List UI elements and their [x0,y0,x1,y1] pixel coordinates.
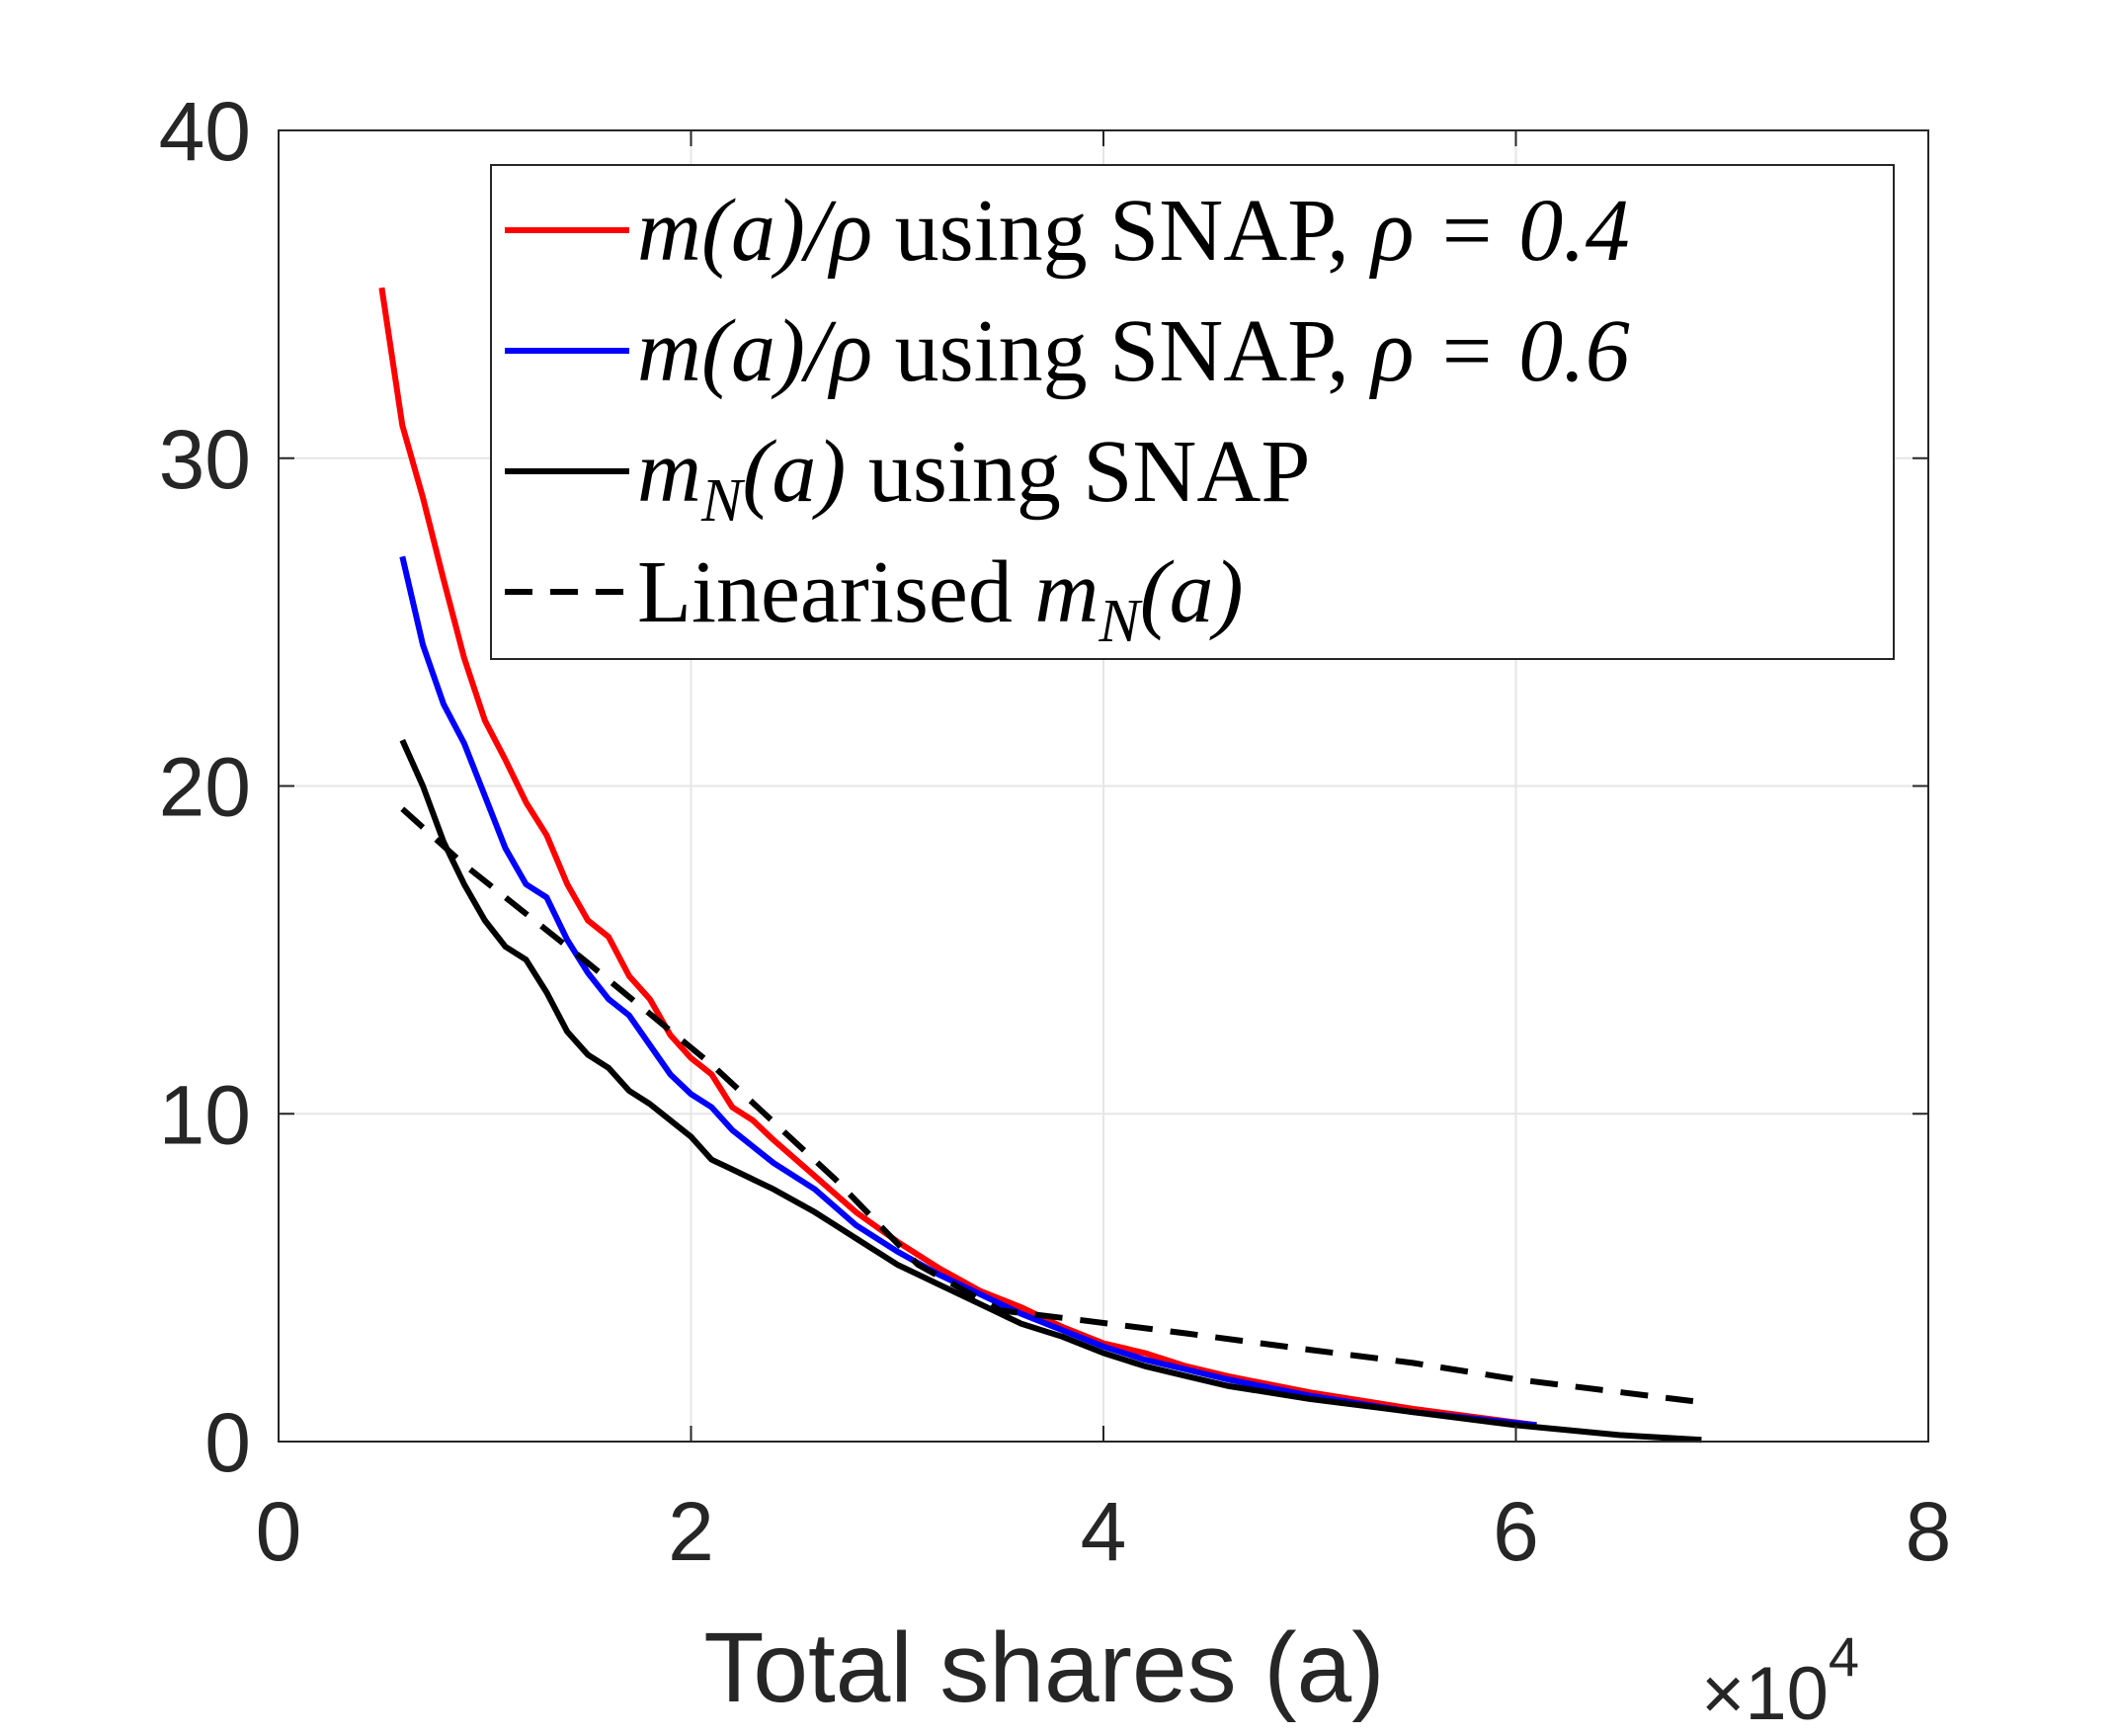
y-tick-label: 30 [159,413,251,506]
legend-label-4: Linearised mN(a) [637,543,1244,655]
legend-box [490,164,1895,660]
legend-label-part: ρ = 0.6 [1368,302,1629,400]
series-line-1 [378,287,1537,1429]
x-axis-title: Total shares (a) [703,1612,1384,1723]
legend-label-part: (a) [742,423,846,521]
axis-ticks [278,129,1929,1443]
legend-label-part: m [1034,543,1099,641]
x-tick-label: 4 [1081,1485,1127,1578]
legend-label-part: using SNAP, [872,182,1371,280]
series-line-2 [399,555,1537,1429]
x-axis-exponent-base: ×10 [1701,1652,1829,1736]
y-tick-label: 20 [159,741,251,834]
legend-label-part: m(a)/ρ [637,182,872,280]
legend-label-part: Linearised [637,543,1034,641]
x-axis-exponent: ×104 [1701,1625,1859,1736]
series-line-3 [399,738,1702,1444]
legend-label-part: m [637,423,701,521]
legend-label-part: using SNAP [846,423,1310,521]
y-tick-label: 40 [159,85,251,178]
legend-label-2: m(a)/ρ using SNAP, ρ = 0.6 [637,302,1630,400]
legend-label-part: m(a)/ρ [637,302,872,400]
legend-label-part: ρ = 0.4 [1368,182,1629,280]
x-tick-label: 2 [668,1485,714,1578]
plot-series [378,287,1702,1444]
legend-label-part: N [700,467,746,535]
legend: m(a)/ρ using SNAP, ρ = 0.4m(a)/ρ using S… [490,164,1895,660]
legend-label-part: N [1098,588,1143,655]
legend-label-3: mN(a) using SNAP [637,423,1310,535]
legend-label-part: (a) [1140,543,1244,641]
legend-label-1: m(a)/ρ using SNAP, ρ = 0.4 [637,182,1630,280]
series-line-4 [400,806,1702,1406]
y-tick-label: 10 [159,1068,251,1161]
x-tick-label: 0 [256,1485,302,1578]
x-tick-label: 6 [1493,1485,1539,1578]
x-axis-exponent-power: 4 [1829,1625,1859,1688]
x-tick-label: 8 [1906,1485,1952,1578]
axis-tick-labels: 0 2 4 6 8 0 10 20 30 40 [159,85,1952,1578]
y-tick-label: 0 [204,1396,251,1489]
legend-label-part: using SNAP, [872,302,1371,400]
